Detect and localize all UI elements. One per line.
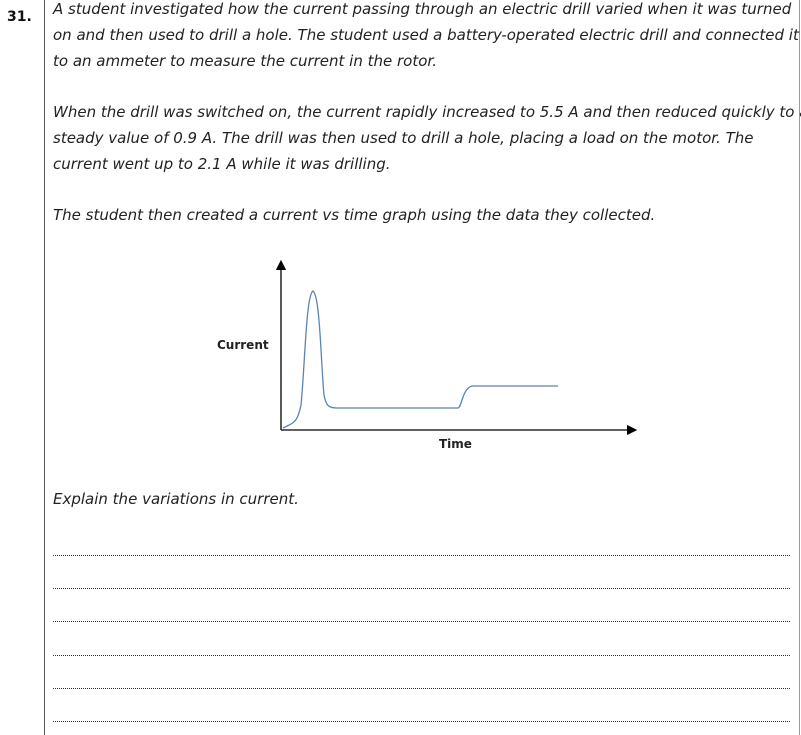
right-border: [799, 0, 800, 735]
answer-line-1[interactable]: [53, 555, 790, 556]
x-axis-label: Time: [439, 437, 472, 451]
answer-line-2[interactable]: [53, 588, 790, 589]
prompt-text: Explain the variations in current.: [53, 490, 299, 508]
y-axis-label: Current: [217, 338, 269, 352]
answer-line-3[interactable]: [53, 621, 790, 622]
graph-intro-text: The student then created a current vs ti…: [53, 206, 656, 224]
intro-line-3: to an ammeter to measure the current in …: [53, 52, 437, 70]
current-curve: [282, 290, 558, 429]
intro-line-1: A student investigated how the current p…: [53, 0, 792, 18]
answer-line-5[interactable]: [53, 688, 790, 689]
question-number: 31.: [7, 9, 32, 25]
prompt-paragraph: Explain the variations in current.: [53, 486, 793, 512]
margin-rule: [44, 0, 45, 735]
answer-line-4[interactable]: [53, 655, 790, 656]
detail-line-2: steady value of 0.9 A. The drill was the…: [53, 129, 754, 147]
detail-paragraph: When the drill was switched on, the curr…: [53, 99, 801, 177]
answer-line-6[interactable]: [53, 721, 790, 722]
intro-paragraph: A student investigated how the current p…: [53, 0, 799, 74]
current-time-graph: Current Time: [217, 259, 638, 451]
detail-line-3: current went up to 2.1 A while it was dr…: [53, 155, 391, 173]
detail-line-1: When the drill was switched on, the curr…: [53, 103, 801, 121]
intro-line-2: on and then used to drill a hole. The st…: [53, 26, 799, 44]
graph-intro: The student then created a current vs ti…: [53, 202, 793, 228]
